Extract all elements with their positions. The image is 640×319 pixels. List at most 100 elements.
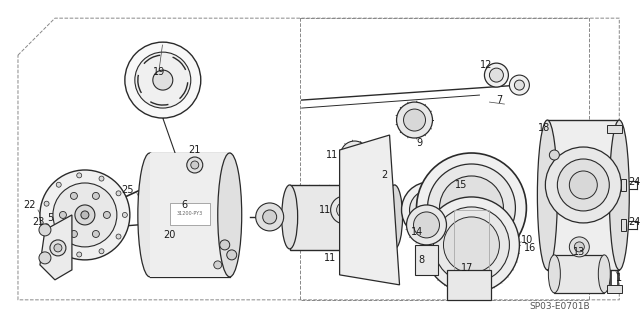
- Text: 16: 16: [524, 243, 536, 253]
- Circle shape: [433, 207, 509, 283]
- Circle shape: [557, 159, 609, 211]
- Circle shape: [53, 183, 117, 247]
- Circle shape: [191, 161, 199, 169]
- Circle shape: [549, 150, 559, 160]
- Text: 9: 9: [417, 138, 422, 148]
- Circle shape: [256, 203, 284, 231]
- Ellipse shape: [538, 120, 557, 270]
- Circle shape: [185, 188, 199, 202]
- Circle shape: [428, 164, 515, 252]
- Circle shape: [444, 217, 499, 273]
- Circle shape: [262, 210, 276, 224]
- Circle shape: [509, 75, 529, 95]
- Circle shape: [574, 242, 584, 252]
- Bar: [290, 185, 394, 250]
- Bar: [621, 219, 627, 231]
- Bar: [607, 125, 622, 133]
- Circle shape: [417, 153, 526, 263]
- Circle shape: [99, 249, 104, 254]
- Circle shape: [347, 247, 363, 263]
- Circle shape: [44, 224, 49, 229]
- Circle shape: [39, 252, 51, 264]
- Bar: [447, 270, 492, 300]
- Text: 14: 14: [412, 227, 424, 237]
- Text: 10: 10: [521, 235, 534, 245]
- Bar: [454, 210, 490, 280]
- Circle shape: [340, 141, 369, 169]
- Circle shape: [54, 244, 62, 252]
- Circle shape: [116, 234, 121, 239]
- Circle shape: [60, 211, 67, 219]
- Bar: [621, 179, 627, 191]
- Circle shape: [581, 240, 597, 256]
- Text: 5: 5: [47, 213, 53, 223]
- Circle shape: [81, 211, 89, 219]
- Bar: [547, 120, 620, 270]
- Circle shape: [515, 80, 524, 90]
- Text: 22: 22: [24, 200, 36, 210]
- Circle shape: [125, 42, 201, 118]
- Circle shape: [422, 202, 438, 218]
- Circle shape: [340, 241, 369, 269]
- Text: 21: 21: [189, 145, 201, 155]
- Circle shape: [490, 68, 504, 82]
- Ellipse shape: [598, 255, 611, 293]
- Circle shape: [56, 243, 61, 248]
- Circle shape: [570, 226, 579, 234]
- Circle shape: [104, 211, 110, 219]
- Text: 11: 11: [326, 150, 338, 160]
- Circle shape: [397, 102, 433, 138]
- Ellipse shape: [282, 185, 298, 249]
- Bar: [607, 285, 622, 293]
- Circle shape: [99, 176, 104, 181]
- Ellipse shape: [387, 185, 403, 249]
- Circle shape: [424, 197, 520, 293]
- Text: 19: 19: [153, 67, 165, 77]
- Circle shape: [77, 173, 82, 178]
- Text: 6: 6: [182, 200, 188, 210]
- Circle shape: [331, 196, 358, 224]
- Circle shape: [410, 190, 449, 230]
- Circle shape: [187, 157, 203, 173]
- Circle shape: [401, 182, 458, 238]
- Text: 17: 17: [461, 263, 474, 273]
- Text: 15: 15: [455, 180, 468, 190]
- Polygon shape: [40, 215, 72, 280]
- Text: 11: 11: [323, 253, 336, 263]
- Text: SP03-E0701B: SP03-E0701B: [529, 302, 589, 311]
- Circle shape: [413, 212, 440, 238]
- Circle shape: [92, 230, 99, 237]
- Bar: [188, 213, 196, 225]
- Circle shape: [484, 63, 508, 87]
- Circle shape: [404, 109, 426, 131]
- Polygon shape: [340, 135, 399, 285]
- Text: 8: 8: [419, 255, 424, 265]
- Circle shape: [347, 147, 363, 163]
- Ellipse shape: [548, 255, 561, 293]
- Text: 20: 20: [164, 230, 176, 240]
- Bar: [415, 245, 438, 275]
- Circle shape: [75, 205, 95, 225]
- Circle shape: [214, 261, 221, 269]
- Text: 11: 11: [319, 205, 331, 215]
- Circle shape: [56, 182, 61, 187]
- Bar: [150, 153, 230, 277]
- Circle shape: [570, 171, 597, 199]
- Circle shape: [566, 222, 582, 238]
- Circle shape: [92, 192, 99, 199]
- Circle shape: [406, 205, 447, 245]
- Circle shape: [122, 212, 127, 218]
- Ellipse shape: [218, 153, 242, 277]
- Bar: [170, 203, 210, 225]
- Circle shape: [545, 147, 621, 223]
- Text: 31200-PY3: 31200-PY3: [177, 211, 203, 216]
- Circle shape: [70, 192, 77, 199]
- Circle shape: [586, 244, 593, 252]
- Text: 23: 23: [32, 217, 44, 227]
- Bar: [554, 255, 604, 293]
- Text: 1: 1: [616, 273, 622, 283]
- Circle shape: [70, 230, 77, 237]
- Text: 25: 25: [122, 185, 134, 195]
- Text: 24: 24: [628, 217, 640, 227]
- Circle shape: [570, 237, 589, 257]
